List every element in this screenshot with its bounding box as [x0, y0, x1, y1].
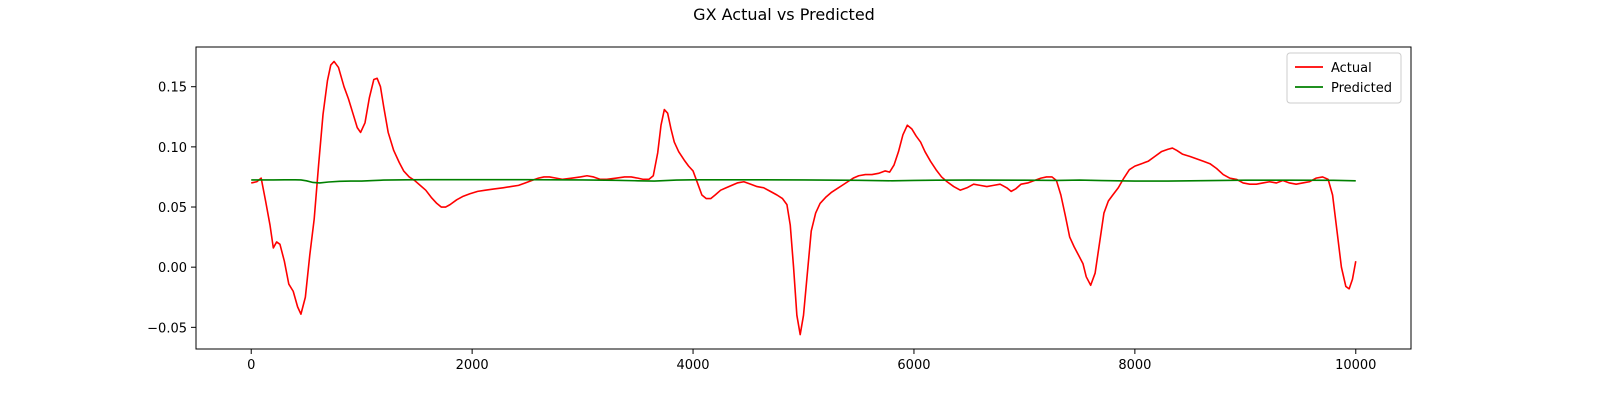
series-line-predicted	[251, 178, 1356, 184]
y-tick-label: 0.10	[158, 141, 187, 156]
x-tick-label: 4000	[676, 358, 709, 373]
x-tick-label: 0	[247, 358, 255, 373]
legend: Actual Predicted	[1286, 52, 1402, 104]
legend-box	[1286, 52, 1402, 104]
y-tick-label: 0.00	[158, 261, 187, 276]
chart-title: GX Actual vs Predicted	[693, 5, 875, 24]
y-tick-label: 0.15	[158, 81, 187, 96]
series-line-actual	[251, 60, 1357, 336]
x-axis: 0 2000 4000 6000 8000 10000	[247, 349, 1376, 373]
y-axis: −0.05 0.00 0.05 0.10 0.15	[147, 81, 196, 336]
x-tick-label: 2000	[456, 358, 489, 373]
x-tick-label: 10000	[1335, 358, 1376, 373]
legend-label-actual: Actual	[1331, 61, 1372, 76]
series-group	[251, 60, 1357, 336]
x-tick-label: 8000	[1118, 358, 1151, 373]
plot-area	[195, 46, 1412, 350]
plot-frame	[195, 46, 1412, 350]
y-tick-label: −0.05	[147, 321, 187, 336]
x-tick-label: 6000	[897, 358, 930, 373]
legend-label-predicted: Predicted	[1331, 81, 1392, 96]
y-tick-label: 0.05	[158, 201, 187, 216]
